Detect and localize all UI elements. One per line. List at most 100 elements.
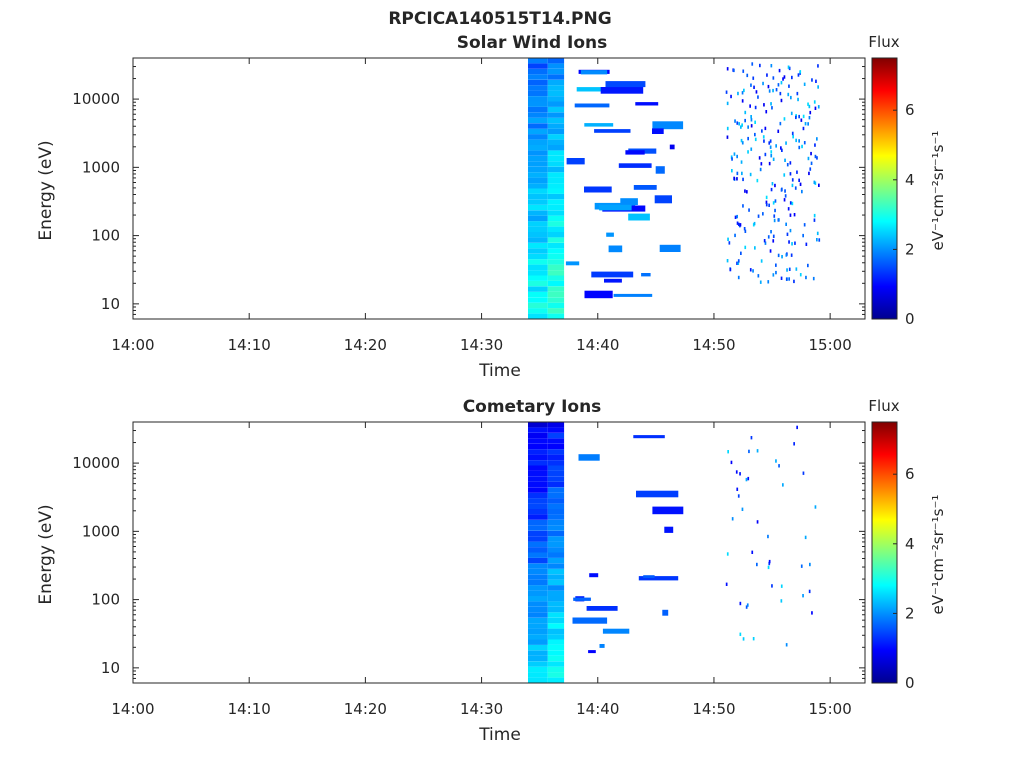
spectrogram-cell [747, 136, 749, 141]
spectrogram-cell [767, 565, 770, 570]
spectrogram-cell [599, 644, 605, 648]
spectrogram-cell [528, 264, 548, 270]
spectrogram-cell [547, 503, 565, 509]
spectrogram-cell [815, 79, 817, 83]
spectrogram-cell [739, 472, 741, 476]
spectrogram-cell [768, 161, 771, 166]
spectrogram-cell [528, 427, 548, 433]
spectrogram-cell [791, 242, 793, 246]
spectrogram-cell [528, 68, 548, 75]
spectrogram-cell [547, 655, 565, 662]
x-tick-label: 14:30 [460, 336, 503, 354]
spectrogram-cell [737, 275, 740, 280]
spectrogram-cell [547, 302, 565, 309]
spectrogram-cell [547, 253, 565, 260]
spectrogram-cell [767, 84, 770, 89]
spectrogram-cell [730, 460, 733, 465]
spectrogram-cell [528, 166, 548, 173]
spectrogram-cell [736, 171, 739, 176]
spectrogram-cell [625, 150, 645, 155]
spectrogram-cell [789, 228, 792, 233]
spectrogram-cell [547, 313, 565, 319]
spectrogram-cell [785, 253, 788, 257]
spectrogram-cell [528, 661, 548, 667]
x-tick-label: 14:10 [228, 700, 271, 718]
spectrogram-cell [584, 123, 614, 127]
spectrogram-cell [740, 125, 742, 129]
spectrogram-cell [547, 585, 565, 591]
spectrogram-cell [816, 231, 819, 236]
spectrogram-cell [547, 541, 565, 547]
spectrogram-cell [787, 207, 790, 211]
panel-title: Cometary Ions [463, 397, 602, 417]
spectrogram-cell [528, 183, 548, 189]
spectrogram-cell [726, 101, 729, 106]
spectrogram-cell [794, 241, 796, 245]
colorbar-tick-label: 4 [905, 171, 915, 189]
spectrogram-cell [757, 214, 760, 218]
spectrogram-cell [779, 121, 782, 126]
spectrogram-cell [757, 95, 759, 99]
spectrogram-cell [818, 238, 821, 242]
spectrogram-cell [785, 277, 788, 281]
colorbar-tick-label: 2 [905, 240, 915, 258]
spectrogram-cell [528, 242, 548, 249]
spectrogram-cell [725, 90, 728, 94]
spectrogram-cell [754, 120, 756, 124]
spectrogram-cell [812, 276, 815, 281]
spectrogram-cell [782, 77, 784, 81]
spectrogram-cell [788, 84, 790, 88]
spectrogram-cell [772, 273, 775, 277]
colorbar-label: eV⁻¹cm⁻²sr⁻¹s⁻¹ [929, 495, 947, 615]
spectrogram-cell [747, 476, 750, 481]
spectrogram-cell [750, 115, 752, 119]
spectrogram-cell [528, 557, 548, 564]
spectrogram-cell [528, 612, 548, 618]
spectrogram-cell [731, 169, 733, 173]
y-axis-label: Energy (eV) [36, 140, 56, 240]
spectrogram-cell [528, 601, 548, 607]
spectrogram-cell [754, 246, 756, 250]
spectrogram-cell [547, 259, 565, 265]
colorbar-tick-label: 4 [905, 535, 915, 553]
spectrogram-cell [528, 639, 548, 645]
spectrogram-cell [528, 628, 548, 634]
spectrogram-cell [547, 530, 565, 537]
y-tick-label: 100 [91, 227, 120, 245]
spectrogram-cell [662, 609, 669, 616]
x-tick-label: 14:00 [111, 700, 154, 718]
y-tick-label: 10 [101, 659, 120, 677]
spectrogram-cell [547, 90, 565, 96]
spectrogram-cell [785, 643, 788, 647]
spectrogram-cell [613, 293, 653, 297]
plot-frame [132, 57, 866, 320]
y-tick-label: 100 [91, 591, 120, 609]
colorbar-tick-label: 2 [905, 604, 915, 622]
spectrogram-cell [754, 132, 756, 137]
spectrogram-cell [775, 459, 777, 463]
spectrogram-cell [528, 465, 548, 471]
spectrogram-cell [599, 204, 632, 211]
spectrogram-cell [780, 146, 782, 150]
spectrogram-cell [753, 85, 755, 89]
colorbar-label: eV⁻¹cm⁻²sr⁻¹s⁻¹ [929, 131, 947, 251]
spectrogram-cell [726, 67, 729, 71]
spectrogram-cell [731, 517, 734, 521]
spectrogram-cell [580, 70, 608, 75]
spectrogram-cell [652, 506, 684, 515]
spectrogram-cell [761, 129, 763, 133]
spectrogram-cell [547, 481, 565, 488]
y-tick-label: 10000 [72, 454, 120, 472]
spectrogram-cell [778, 68, 781, 73]
spectrogram-cell [750, 118, 753, 122]
spectrogram-cell [726, 259, 729, 263]
spectrogram-cell [816, 137, 818, 141]
spectrogram-cell [764, 241, 767, 245]
spectrogram-cell [809, 110, 812, 115]
spectrogram-cell [547, 117, 565, 124]
spectrogram-cell [528, 275, 548, 281]
spectrogram-cell [790, 111, 793, 116]
spectrogram-cell [547, 58, 565, 64]
spectrogram-cell [528, 101, 548, 107]
